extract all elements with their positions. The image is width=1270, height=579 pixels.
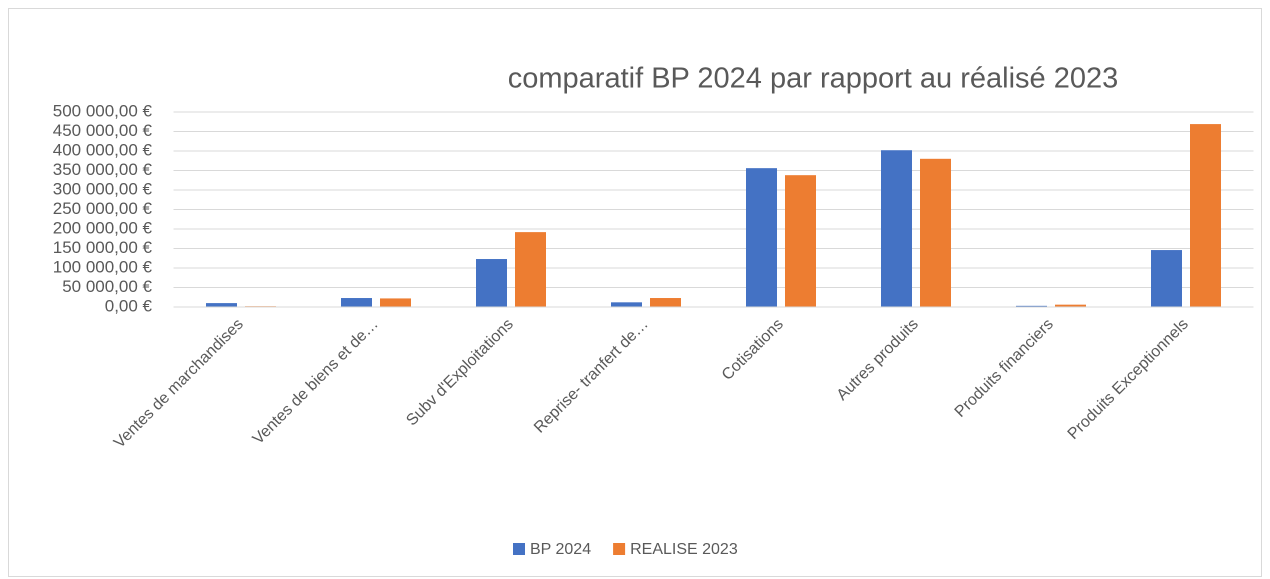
y-tick-label: 400 000,00 € xyxy=(53,140,153,159)
y-tick-label: 250 000,00 € xyxy=(53,199,153,218)
legend-swatch xyxy=(513,543,525,555)
bar xyxy=(380,298,411,307)
bar xyxy=(206,303,237,307)
bar xyxy=(341,298,372,307)
legend-label: REALISE 2023 xyxy=(630,541,738,558)
bar xyxy=(476,259,507,307)
y-tick-label: 150 000,00 € xyxy=(53,238,153,257)
bar xyxy=(650,298,681,307)
bar xyxy=(1151,250,1182,307)
chart-border xyxy=(8,8,1262,577)
bar xyxy=(611,302,642,307)
y-tick-label: 200 000,00 € xyxy=(53,218,153,237)
bar xyxy=(1190,124,1221,307)
bar xyxy=(515,232,546,307)
y-tick-label: 500 000,00 € xyxy=(53,101,153,120)
y-tick-label: 50 000,00 € xyxy=(62,277,152,296)
bar xyxy=(1055,304,1086,307)
chart-title: comparatif BP 2024 par rapport au réalis… xyxy=(508,63,1118,95)
bar xyxy=(785,175,816,307)
y-tick-label: 350 000,00 € xyxy=(53,160,153,179)
y-tick-label: 100 000,00 € xyxy=(53,257,153,276)
bar xyxy=(1016,305,1047,307)
y-tick-label: 300 000,00 € xyxy=(53,179,153,198)
bar xyxy=(746,168,777,307)
legend-label: BP 2024 xyxy=(530,541,591,558)
bar xyxy=(881,150,912,307)
y-tick-label: 0,00 € xyxy=(105,296,153,315)
bar xyxy=(920,158,951,307)
legend-swatch xyxy=(613,543,626,555)
y-tick-label: 450 000,00 € xyxy=(53,121,153,140)
